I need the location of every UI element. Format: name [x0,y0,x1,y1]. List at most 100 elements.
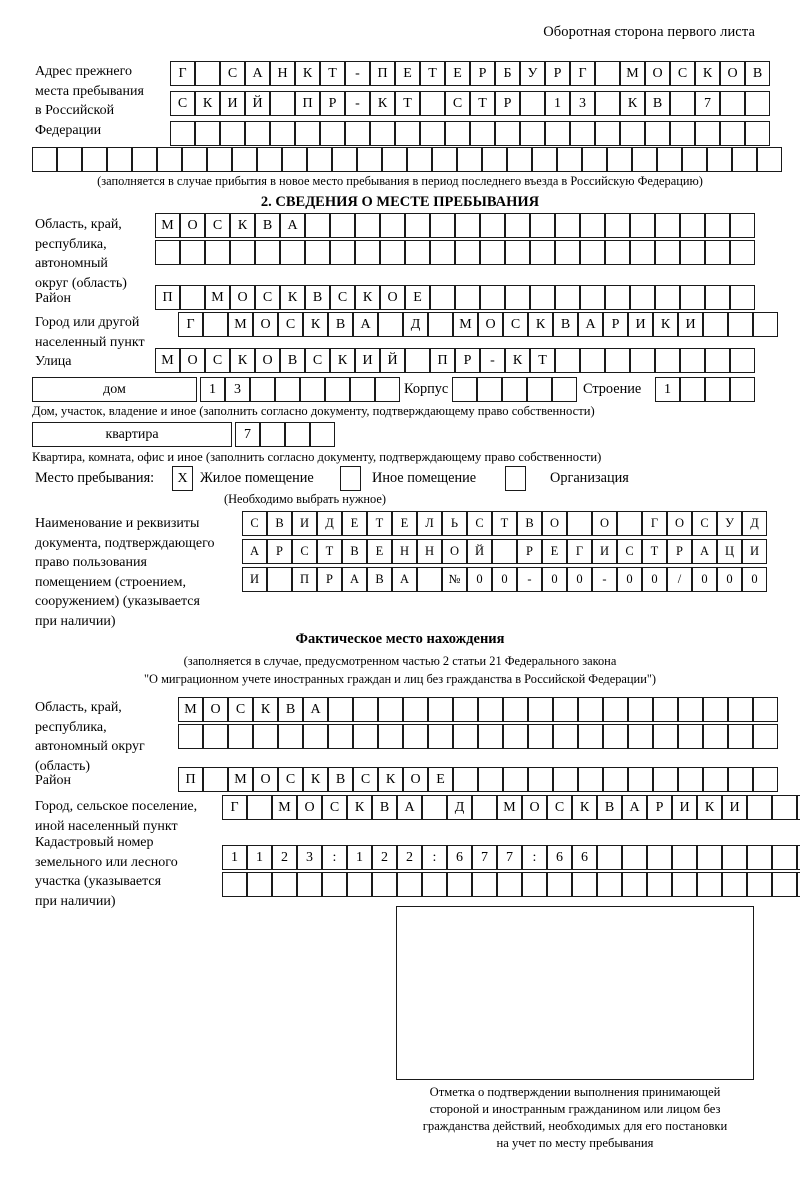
char-cell[interactable]: : [422,845,447,870]
char-cell[interactable]: А [245,61,270,86]
char-cell[interactable] [703,312,728,337]
char-cell[interactable]: Т [492,511,517,536]
char-cell[interactable]: Т [642,539,667,564]
char-cell[interactable] [707,147,732,172]
char-cell[interactable] [220,121,245,146]
char-cell[interactable] [270,91,295,116]
char-cell[interactable] [300,377,325,402]
char-cell[interactable] [492,539,517,564]
char-cell[interactable]: 0 [617,567,642,592]
char-cell[interactable]: И [722,795,747,820]
char-cell[interactable]: В [280,348,305,373]
char-cell[interactable] [417,567,442,592]
char-cell[interactable] [603,767,628,792]
char-cell[interactable] [505,213,530,238]
char-cell[interactable]: 0 [492,567,517,592]
char-cell[interactable] [330,240,355,265]
char-cell[interactable] [678,697,703,722]
char-cell[interactable]: - [592,567,617,592]
char-cell[interactable] [552,377,577,402]
char-cell[interactable] [520,121,545,146]
flat-number-cells[interactable]: 7 [235,422,335,447]
char-cell[interactable]: И [742,539,767,564]
char-cell[interactable]: Г [567,539,592,564]
char-cell[interactable] [528,724,553,749]
char-cell[interactable]: 6 [447,845,472,870]
char-cell[interactable] [645,121,670,146]
char-cell[interactable] [505,240,530,265]
char-cell[interactable] [605,240,630,265]
char-cell[interactable] [430,285,455,310]
char-cell[interactable] [355,240,380,265]
char-cell[interactable] [705,285,730,310]
char-cell[interactable] [420,91,445,116]
char-cell[interactable]: А [242,539,267,564]
char-cell[interactable] [432,147,457,172]
char-cell[interactable] [678,767,703,792]
char-cell[interactable] [382,147,407,172]
char-cell[interactable] [270,121,295,146]
char-cell[interactable]: С [255,285,280,310]
char-cell[interactable]: № [442,567,467,592]
char-cell[interactable] [753,724,778,749]
char-cell[interactable]: 3 [570,91,595,116]
char-cell[interactable]: 3 [297,845,322,870]
char-cell[interactable] [753,697,778,722]
char-cell[interactable]: К [695,61,720,86]
char-cell[interactable]: К [330,348,355,373]
char-cell[interactable]: Ц [717,539,742,564]
char-cell[interactable]: С [670,61,695,86]
char-cell[interactable]: В [328,312,353,337]
char-cell[interactable] [203,767,228,792]
char-cell[interactable] [680,285,705,310]
char-cell[interactable]: Т [320,61,345,86]
char-cell[interactable]: В [645,91,670,116]
char-cell[interactable]: Т [367,511,392,536]
char-cell[interactable]: К [370,91,395,116]
char-cell[interactable] [728,697,753,722]
char-cell[interactable]: С [305,348,330,373]
char-cell[interactable] [228,724,253,749]
char-cell[interactable] [250,377,275,402]
char-cell[interactable] [570,121,595,146]
char-cell[interactable]: К [195,91,220,116]
house-box-label[interactable]: дом [32,377,197,402]
char-cell[interactable] [697,845,722,870]
char-cell[interactable]: В [278,697,303,722]
char-cell[interactable] [257,147,282,172]
char-cell[interactable] [347,872,372,897]
char-cell[interactable] [730,240,755,265]
char-cell[interactable] [757,147,782,172]
char-cell[interactable]: Т [420,61,445,86]
char-cell[interactable] [207,147,232,172]
char-cell[interactable]: А [342,567,367,592]
char-cell[interactable]: Е [342,511,367,536]
char-cell[interactable] [477,377,502,402]
char-cell[interactable]: Й [467,539,492,564]
char-cell[interactable] [655,213,680,238]
char-cell[interactable] [747,845,772,870]
char-cell[interactable] [747,872,772,897]
char-cell[interactable] [353,724,378,749]
char-cell[interactable]: 0 [692,567,717,592]
char-cell[interactable]: К [653,312,678,337]
char-cell[interactable]: У [520,61,545,86]
char-cell[interactable]: П [295,91,320,116]
char-cell[interactable]: Р [517,539,542,564]
char-cell[interactable] [605,348,630,373]
char-cell[interactable] [557,147,582,172]
char-cell[interactable] [680,348,705,373]
char-cell[interactable] [680,240,705,265]
char-cell[interactable] [730,285,755,310]
char-cell[interactable]: О [542,511,567,536]
char-cell[interactable]: 1 [347,845,372,870]
char-cell[interactable]: Е [405,285,430,310]
char-cell[interactable] [580,348,605,373]
char-cell[interactable]: С [220,61,245,86]
char-cell[interactable] [472,872,497,897]
char-cell[interactable]: Г [642,511,667,536]
char-cell[interactable]: 1 [655,377,680,402]
